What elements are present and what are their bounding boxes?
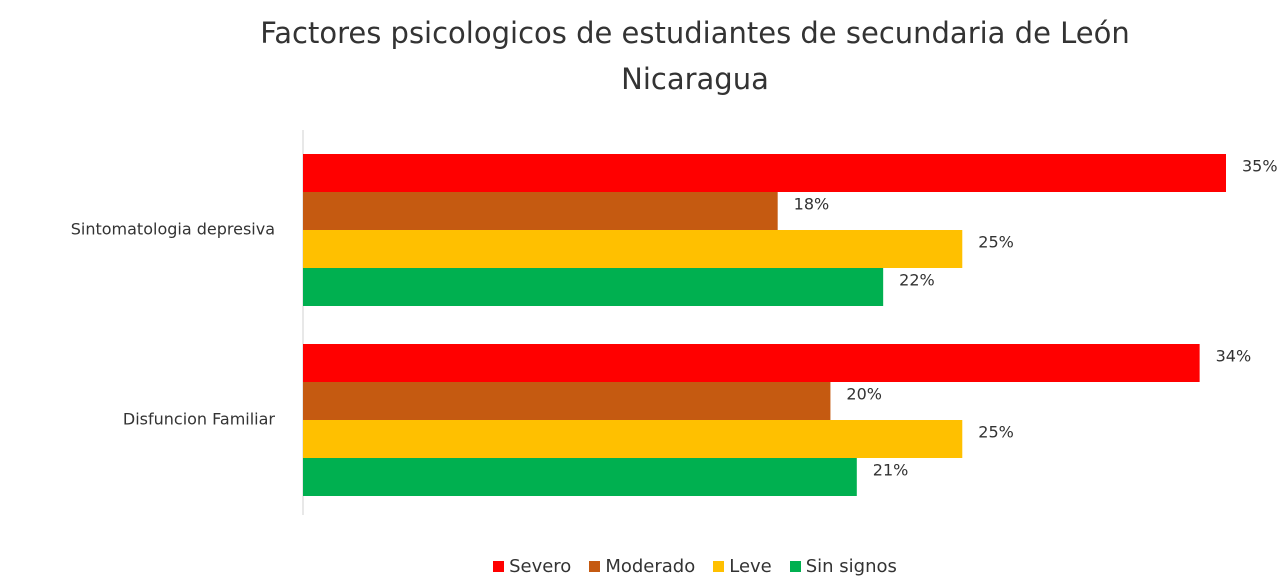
legend-item: Severo (493, 556, 571, 577)
legend: Severo Moderado Leve Sin signos (0, 556, 1288, 577)
legend-swatch (493, 561, 505, 572)
data-label: 22% (899, 271, 935, 290)
chart-title: Factores psicologicos de estudiantes de … (260, 16, 1130, 96)
data-label: 35% (1242, 157, 1278, 176)
bar (303, 192, 778, 230)
legend-label: Sin signos (805, 556, 897, 577)
legend-swatch (713, 561, 725, 572)
bar (303, 230, 963, 268)
y-tick-label: Disfuncion Familiar (123, 410, 276, 429)
data-label: 18% (794, 195, 830, 214)
bar (303, 268, 884, 306)
bar (303, 382, 831, 420)
bar (303, 420, 963, 458)
data-label: 21% (873, 461, 909, 480)
legend-label: Severo (509, 556, 572, 577)
legend-label: Moderado (605, 556, 696, 577)
legend-swatch (589, 561, 601, 572)
legend-item: Sin signos (789, 556, 897, 577)
bar (303, 154, 1226, 192)
data-label: 20% (846, 385, 882, 404)
legend-item: Leve (713, 556, 772, 577)
legend-swatch (789, 561, 801, 572)
data-label: 25% (978, 423, 1014, 442)
y-tick-label: Sintomatologia depresiva (71, 220, 275, 239)
bar (303, 458, 857, 496)
legend-item: Moderado (589, 556, 695, 577)
bar (303, 344, 1200, 382)
data-label: 34% (1216, 347, 1252, 366)
legend-label: Leve (729, 556, 772, 577)
data-label: 25% (978, 233, 1014, 252)
